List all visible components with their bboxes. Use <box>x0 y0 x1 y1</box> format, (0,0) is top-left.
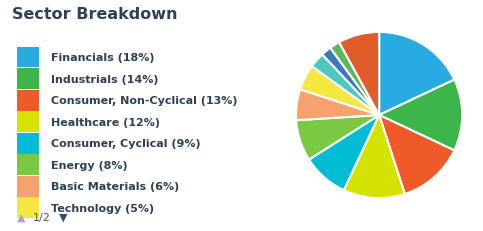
Wedge shape <box>309 116 379 190</box>
Wedge shape <box>379 80 462 151</box>
Wedge shape <box>339 33 379 116</box>
Wedge shape <box>344 116 405 198</box>
Text: Sector Breakdown: Sector Breakdown <box>12 7 177 22</box>
Text: ▼: ▼ <box>59 212 68 222</box>
FancyBboxPatch shape <box>17 155 39 175</box>
FancyBboxPatch shape <box>17 176 39 197</box>
Wedge shape <box>296 116 379 160</box>
FancyBboxPatch shape <box>17 69 39 90</box>
Text: 1/2: 1/2 <box>33 212 51 222</box>
Text: ▲: ▲ <box>17 212 26 222</box>
Wedge shape <box>379 116 455 194</box>
Wedge shape <box>296 90 379 121</box>
Wedge shape <box>300 67 379 116</box>
FancyBboxPatch shape <box>17 47 39 68</box>
FancyBboxPatch shape <box>17 90 39 111</box>
Text: Healthcare (12%): Healthcare (12%) <box>51 117 160 127</box>
Wedge shape <box>330 43 379 116</box>
FancyBboxPatch shape <box>17 112 39 133</box>
Text: Technology (5%): Technology (5%) <box>51 203 154 213</box>
FancyBboxPatch shape <box>17 198 39 218</box>
Text: Basic Materials (6%): Basic Materials (6%) <box>51 182 179 191</box>
Wedge shape <box>322 49 379 116</box>
Text: Consumer, Non-Cyclical (13%): Consumer, Non-Cyclical (13%) <box>51 96 237 106</box>
Wedge shape <box>379 33 455 116</box>
Text: Consumer, Cyclical (9%): Consumer, Cyclical (9%) <box>51 139 200 149</box>
Text: Financials (18%): Financials (18%) <box>51 53 154 63</box>
Wedge shape <box>312 55 379 116</box>
Text: Industrials (14%): Industrials (14%) <box>51 74 158 84</box>
FancyBboxPatch shape <box>17 133 39 154</box>
Text: Energy (8%): Energy (8%) <box>51 160 128 170</box>
